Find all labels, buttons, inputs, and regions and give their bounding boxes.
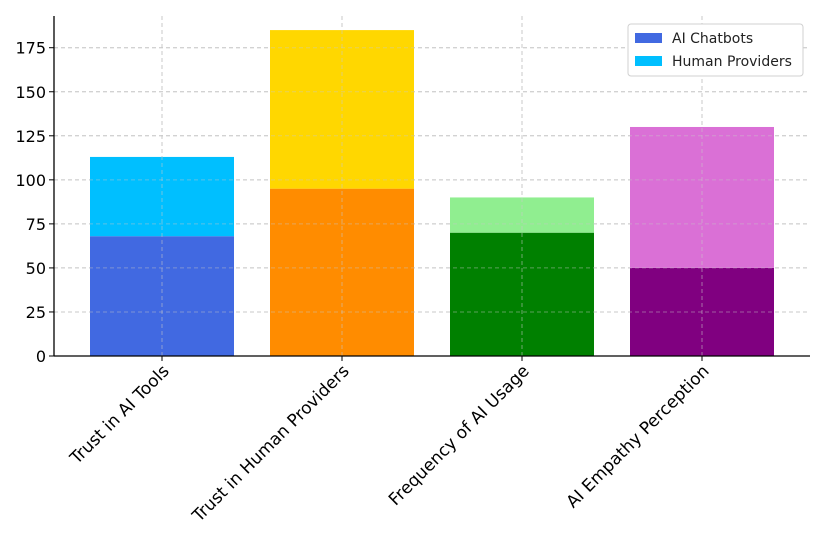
bars-layer — [54, 16, 810, 357]
axes-layer — [53, 16, 810, 357]
y-tick-label: 75 — [26, 215, 46, 234]
legend: AI Chatbots Human Providers — [627, 23, 804, 77]
x-tick-label: Trust in Human Providers — [188, 361, 354, 527]
x-tick-label: Trust in AI Tools — [66, 361, 174, 469]
bar-ai-chatbots — [270, 188, 414, 356]
legend-swatch — [635, 56, 662, 66]
y-tick-label: 50 — [26, 259, 46, 278]
y-tick-label: 0 — [36, 347, 46, 366]
y-tick-label: 25 — [26, 303, 46, 322]
y-tick-label: 100 — [15, 171, 46, 190]
legend-swatch — [635, 33, 662, 43]
legend-frame — [627, 23, 804, 77]
x-tick-label: AI Empathy Perception — [563, 361, 714, 512]
x-tick-label: Frequency of AI Usage — [385, 361, 534, 510]
legend-label: Human Providers — [672, 54, 792, 70]
y-tick-label: 150 — [15, 83, 46, 102]
legend-label: AI Chatbots — [672, 31, 753, 47]
y-tick-label: 175 — [15, 39, 46, 58]
y-tick-label: 125 — [15, 127, 46, 146]
bar-human-providers — [630, 126, 774, 268]
bar-ai-chatbots — [450, 232, 594, 356]
